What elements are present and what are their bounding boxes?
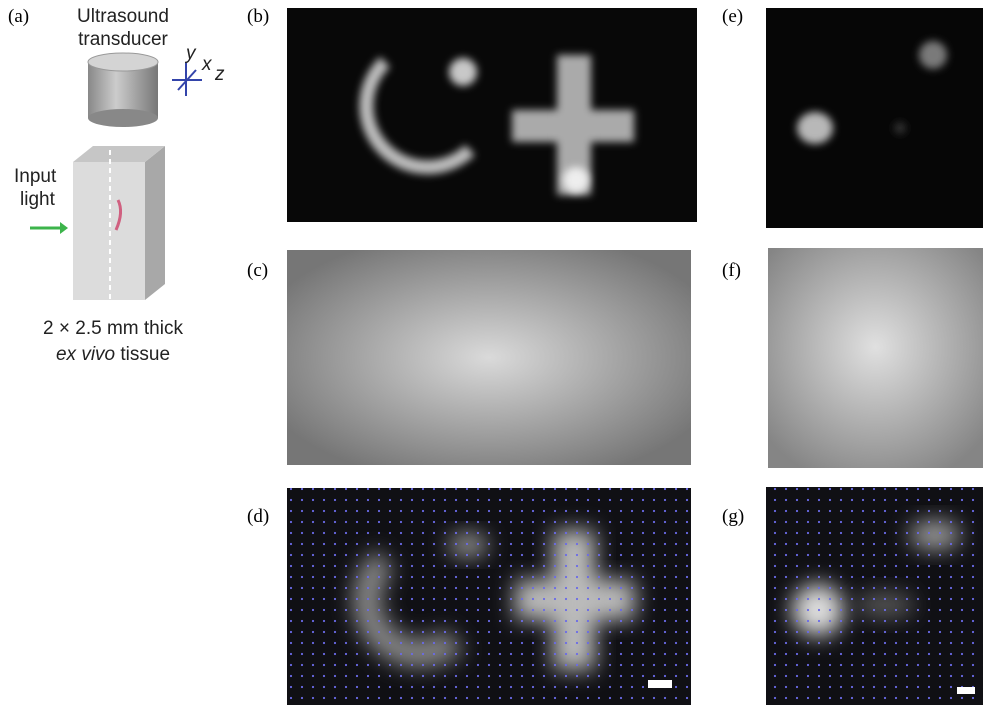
figure: (a) (b) (c) (d) (e) (f) (g) Ultrasound t… <box>0 0 983 705</box>
image-e <box>766 8 983 228</box>
tissue-block <box>73 146 165 300</box>
image-f <box>768 248 983 468</box>
schematic-text: light <box>20 189 56 210</box>
panel-label: (f) <box>722 260 741 281</box>
caption: ex vivo tissue <box>56 344 170 365</box>
light-arrow <box>30 222 68 234</box>
image-b <box>287 8 697 222</box>
panel-label: (d) <box>247 506 269 527</box>
caption: 2 × 2.5 mm thick <box>43 318 183 339</box>
caption-rest: tissue <box>120 344 170 365</box>
axis-label: z <box>214 64 225 85</box>
panel-label: (e) <box>722 6 743 27</box>
image-g <box>766 487 983 705</box>
axes <box>172 62 202 96</box>
caption-italic: ex vivo <box>56 344 115 365</box>
panel-label: (b) <box>247 6 269 27</box>
transducer <box>88 53 158 127</box>
schematic-text: transducer <box>78 29 168 50</box>
panel-label: (c) <box>247 260 268 281</box>
image-d <box>287 488 691 705</box>
panel-label: (a) <box>8 6 29 27</box>
axis-label: y <box>184 43 197 64</box>
schematic-text: Input <box>14 166 57 187</box>
axis-label: x <box>201 54 213 75</box>
panel-label: (g) <box>722 506 744 527</box>
schematic-text: Ultrasound <box>77 6 169 27</box>
image-c <box>287 250 691 465</box>
